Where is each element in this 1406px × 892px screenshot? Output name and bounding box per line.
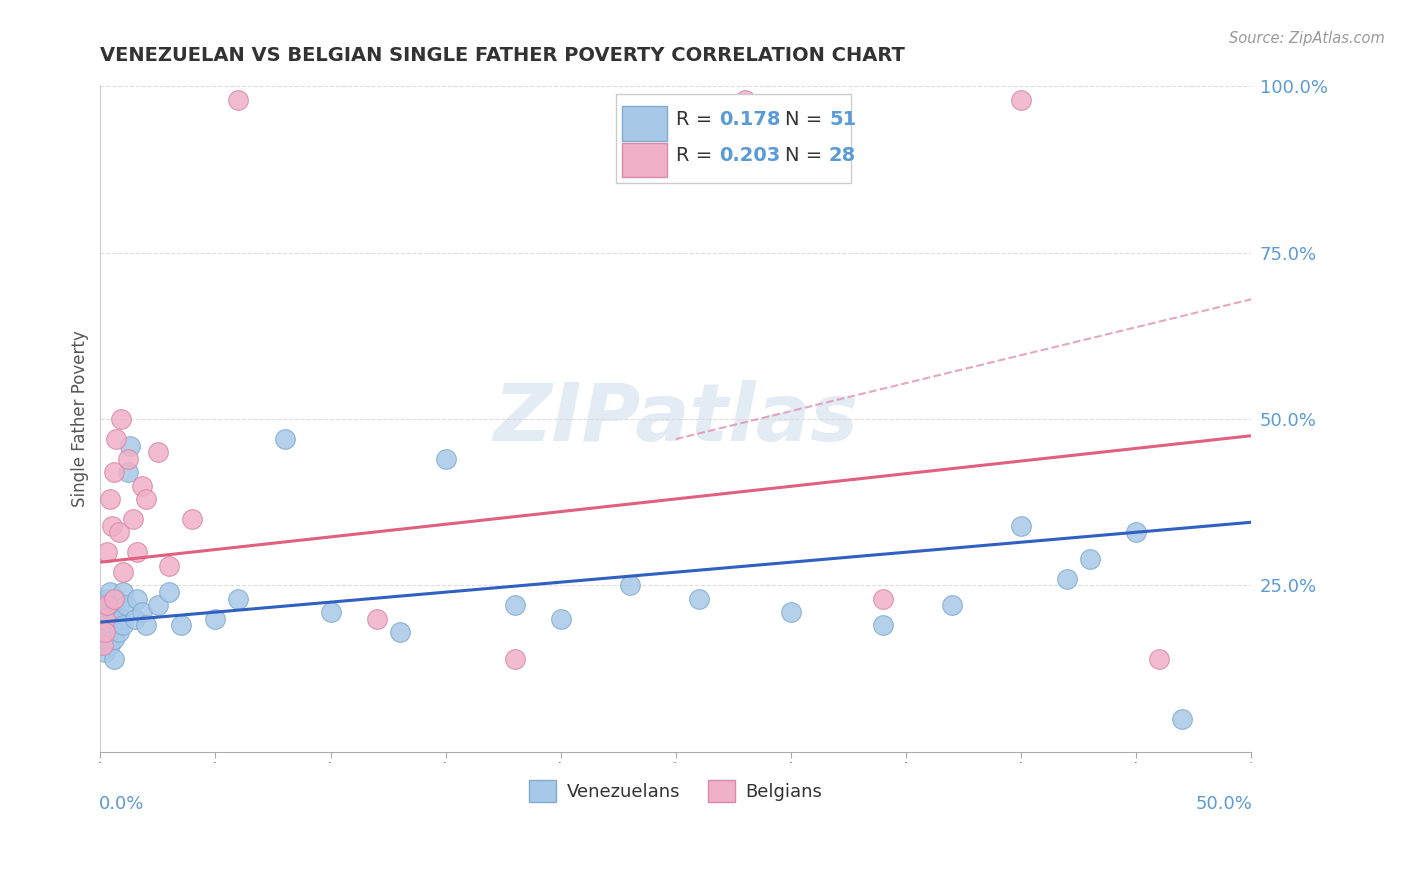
Point: [117, 452, 139, 467]
Point: [1078, 552, 1101, 566]
Point: [105, 591, 128, 606]
Point: [124, 612, 146, 626]
Point: [228, 591, 250, 606]
Point: [103, 591, 125, 606]
Point: [91, 605, 114, 619]
Point: [434, 452, 457, 467]
Point: [98, 491, 121, 506]
Point: [98, 639, 121, 653]
Point: [146, 599, 169, 613]
Point: [120, 439, 142, 453]
Point: [1010, 93, 1032, 107]
Point: [94, 625, 117, 640]
Text: 0.0%: 0.0%: [100, 795, 145, 814]
Point: [112, 565, 135, 579]
Point: [228, 93, 250, 107]
Point: [91, 639, 114, 653]
Point: [1056, 572, 1078, 586]
Point: [503, 599, 526, 613]
Point: [131, 478, 153, 492]
Point: [101, 618, 124, 632]
Point: [94, 612, 117, 626]
Point: [121, 512, 143, 526]
Text: 0.203: 0.203: [720, 146, 780, 165]
Text: 51: 51: [830, 110, 856, 128]
Point: [91, 625, 114, 640]
Point: [103, 466, 125, 480]
Point: [135, 618, 157, 632]
Point: [131, 605, 153, 619]
Point: [107, 599, 129, 613]
Point: [388, 625, 411, 640]
Point: [157, 558, 180, 573]
Point: [872, 618, 894, 632]
Point: [103, 605, 125, 619]
Point: [105, 432, 128, 446]
Point: [1171, 712, 1194, 726]
Point: [127, 545, 149, 559]
FancyBboxPatch shape: [616, 94, 851, 183]
Point: [319, 605, 342, 619]
Point: [110, 612, 132, 626]
Point: [366, 612, 388, 626]
Point: [135, 491, 157, 506]
Point: [114, 599, 136, 613]
FancyBboxPatch shape: [621, 143, 666, 178]
Y-axis label: Single Father Poverty: Single Father Poverty: [72, 331, 89, 508]
Point: [112, 618, 135, 632]
Point: [619, 578, 641, 592]
Point: [688, 591, 710, 606]
Point: [170, 618, 193, 632]
Point: [273, 432, 295, 446]
FancyBboxPatch shape: [621, 106, 666, 141]
Point: [96, 599, 118, 613]
Point: [941, 599, 963, 613]
Text: N =: N =: [785, 110, 828, 128]
Text: 28: 28: [830, 146, 856, 165]
Point: [146, 445, 169, 459]
Point: [112, 585, 135, 599]
Point: [107, 625, 129, 640]
Text: 0.178: 0.178: [720, 110, 782, 128]
Point: [872, 591, 894, 606]
Point: [1149, 651, 1171, 665]
Point: [181, 512, 204, 526]
Point: [503, 651, 526, 665]
Text: R =: R =: [676, 146, 718, 165]
Text: N =: N =: [785, 146, 828, 165]
Point: [110, 412, 132, 426]
Point: [780, 605, 803, 619]
Point: [1010, 518, 1032, 533]
Point: [103, 632, 125, 646]
Point: [101, 599, 124, 613]
Point: [96, 591, 118, 606]
Point: [103, 651, 125, 665]
Point: [94, 618, 117, 632]
Point: [101, 518, 124, 533]
Point: [117, 466, 139, 480]
Point: [96, 632, 118, 646]
Point: [98, 585, 121, 599]
Point: [94, 645, 117, 659]
Text: Source: ZipAtlas.com: Source: ZipAtlas.com: [1229, 31, 1385, 46]
Point: [204, 612, 226, 626]
Text: VENEZUELAN VS BELGIAN SINGLE FATHER POVERTY CORRELATION CHART: VENEZUELAN VS BELGIAN SINGLE FATHER POVE…: [100, 46, 905, 65]
Point: [1125, 525, 1147, 540]
Point: [94, 599, 117, 613]
Point: [734, 93, 756, 107]
Point: [127, 591, 149, 606]
Legend: Venezuelans, Belgians: Venezuelans, Belgians: [522, 773, 830, 809]
Text: 50.0%: 50.0%: [1195, 795, 1253, 814]
Point: [96, 545, 118, 559]
Point: [107, 525, 129, 540]
Point: [98, 612, 121, 626]
Point: [105, 612, 128, 626]
Point: [550, 612, 572, 626]
Point: [96, 612, 118, 626]
Point: [157, 585, 180, 599]
Text: R =: R =: [676, 110, 718, 128]
Text: ZIPatlas: ZIPatlas: [494, 380, 859, 458]
